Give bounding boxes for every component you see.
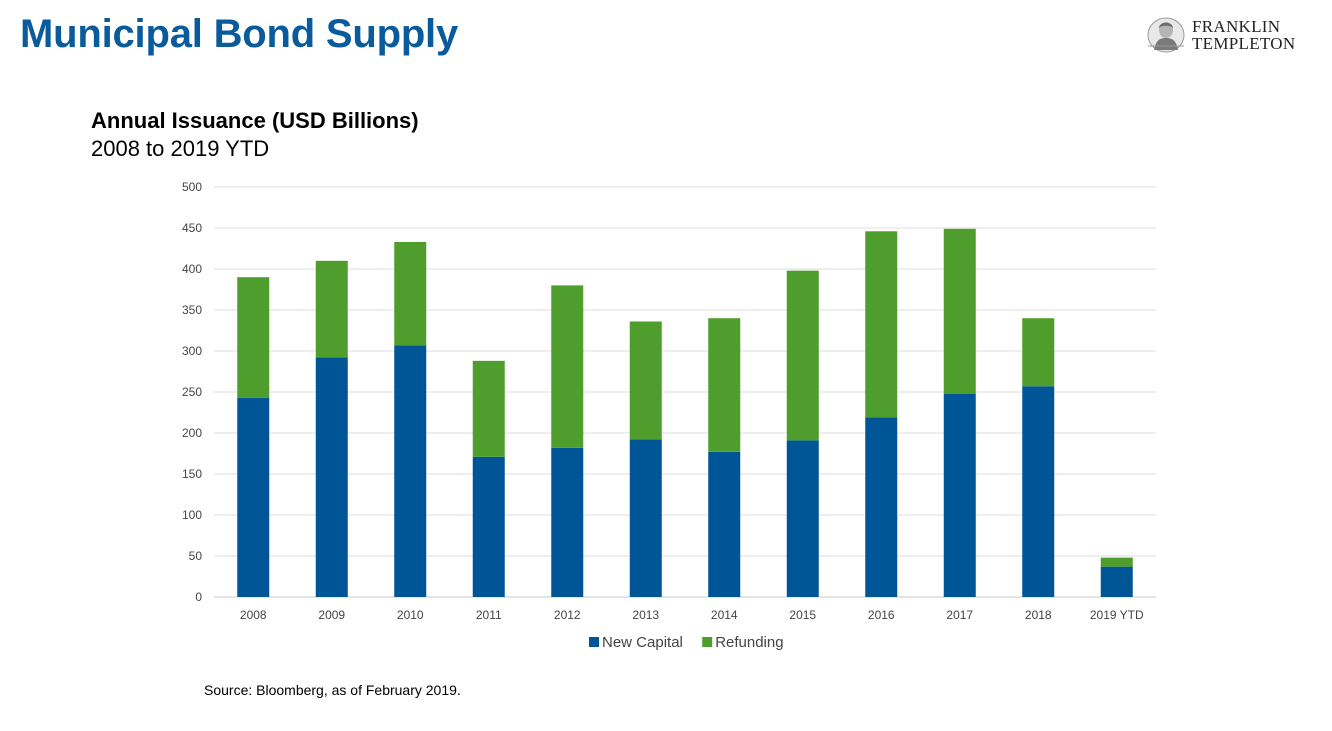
x-tick-label: 2014: [711, 608, 738, 622]
bar-new-capital: [943, 393, 976, 597]
bar-new-capital: [551, 447, 584, 597]
logo-line-franklin: FRANKLIN: [1192, 17, 1281, 36]
bar-new-capital: [865, 417, 898, 597]
bar-refunding: [551, 285, 584, 448]
x-tick-label: 2013: [632, 608, 659, 622]
source-note: Source: Bloomberg, as of February 2019.: [204, 682, 461, 698]
x-tick-label: 2008: [240, 608, 267, 622]
bar-new-capital: [786, 440, 819, 597]
x-tick-label: 2016: [868, 608, 895, 622]
bar-new-capital: [237, 397, 270, 597]
bar-refunding: [786, 270, 819, 441]
bar-new-capital: [394, 345, 427, 597]
bar-refunding: [237, 277, 270, 398]
y-tick-label: 150: [182, 467, 202, 481]
franklin-templeton-logo: FRANKLIN TEMPLETON: [1146, 16, 1311, 56]
bar-refunding: [315, 260, 348, 358]
x-tick-label: 2011: [476, 608, 502, 622]
bar-refunding: [943, 228, 976, 394]
x-tick-label: 2015: [789, 608, 816, 622]
bar-new-capital: [315, 357, 348, 597]
bar-new-capital: [708, 451, 741, 597]
y-tick-label: 250: [182, 385, 202, 399]
legend-label: Refunding: [715, 634, 783, 651]
bar-refunding: [708, 318, 741, 452]
chart-title: Annual Issuance (USD Billions): [91, 108, 419, 133]
bar-refunding: [394, 241, 427, 346]
y-tick-label: 0: [195, 590, 202, 604]
bar-refunding: [1022, 318, 1055, 387]
portrait-medallion-icon: [1147, 17, 1185, 53]
bar-refunding: [472, 360, 505, 457]
legend-swatch: [589, 637, 599, 647]
x-tick-label: 2010: [397, 608, 424, 622]
x-tick-label: 2009: [318, 608, 345, 622]
y-tick-label: 450: [182, 221, 202, 235]
page-title: Municipal Bond Supply: [20, 12, 459, 56]
x-tick-label: 2018: [1025, 608, 1052, 622]
legend-swatch: [702, 637, 713, 647]
bar-refunding: [865, 231, 898, 418]
y-tick-label: 50: [189, 549, 203, 563]
bar-new-capital: [1100, 566, 1133, 597]
chart-subtitle: 2008 to 2019 YTD: [91, 136, 270, 161]
bar-new-capital: [472, 456, 505, 597]
y-tick-label: 200: [182, 426, 202, 440]
y-tick-label: 400: [182, 262, 202, 276]
y-tick-label: 100: [182, 508, 202, 522]
bar-refunding: [1100, 557, 1133, 567]
legend-label: New Capital: [602, 634, 683, 651]
bar-refunding: [629, 321, 662, 440]
y-tick-label: 300: [182, 344, 202, 358]
bar-new-capital: [629, 439, 662, 597]
logo-line-templeton: TEMPLETON: [1192, 34, 1296, 53]
bar-new-capital: [1022, 386, 1055, 597]
x-tick-label: 2017: [946, 608, 973, 622]
y-tick-label: 350: [182, 303, 202, 317]
x-tick-label: 2012: [554, 608, 581, 622]
y-tick-label: 500: [182, 180, 202, 194]
x-tick-label: 2019 YTD: [1090, 608, 1144, 622]
